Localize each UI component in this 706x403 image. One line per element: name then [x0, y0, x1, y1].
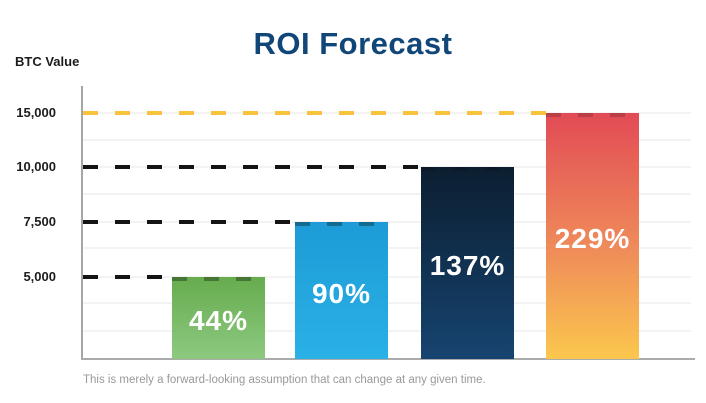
bar-top-dash	[421, 167, 514, 171]
y-tick-10000: 10,000	[16, 159, 56, 174]
y-tick-5000: 5,000	[23, 269, 56, 284]
y-axis-title: BTC Value	[15, 54, 80, 69]
bar-value-label: 137%	[429, 250, 506, 281]
bar-137-percent: 137%	[421, 167, 514, 359]
gridline-8750	[83, 193, 691, 195]
y-tick-15000: 15,000	[16, 105, 56, 120]
bar-value-label: 44%	[188, 305, 249, 336]
y-tick-7500: 7,500	[23, 214, 56, 229]
bar-value-label: 90%	[311, 277, 372, 309]
bar-top-dash	[295, 222, 388, 226]
y-axis-line	[81, 86, 83, 360]
bar-value-label: 229%	[554, 223, 631, 254]
x-axis-line	[81, 358, 695, 360]
dashed-line-10000	[83, 165, 421, 169]
bar-90-percent: 90%	[295, 222, 388, 359]
bar-top-dash	[546, 113, 639, 117]
bar-229-percent: 229%	[546, 113, 639, 359]
footnote-disclaimer: This is merely a forward-looking assumpt…	[83, 374, 486, 386]
gridline-12500	[83, 139, 691, 141]
bar-top-dash	[172, 277, 265, 281]
bar-44-percent: 44%	[172, 277, 265, 359]
chart-title: ROI Forecast	[253, 26, 453, 61]
dashed-line-5000	[83, 275, 172, 279]
dashed-line-15000	[83, 111, 546, 115]
dashed-line-7500	[83, 220, 295, 224]
